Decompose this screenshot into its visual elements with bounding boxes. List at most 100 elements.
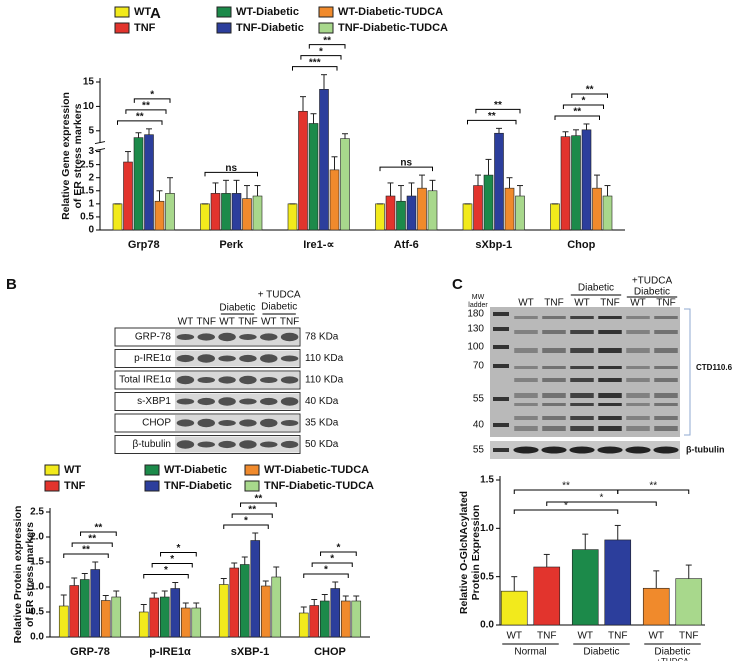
blot-band [654,316,678,319]
mw-marker: 70 [473,361,485,372]
blot-band [626,330,650,334]
bar [500,590,528,626]
lane-label: WT [518,298,534,309]
significance-bracket [617,489,690,494]
x-tick-label: GRP-78 [70,646,110,658]
bar [111,596,122,638]
blot-band [626,393,650,398]
y-tick-label: 2.5 [30,507,44,518]
significance-bracket [143,574,189,579]
ladder-band [493,312,509,316]
blot-band [570,393,594,398]
blot-strip [175,329,299,345]
bar [159,596,170,638]
row-label: β-tubulin [132,439,171,450]
blot-band [514,348,538,353]
bar [427,190,438,231]
ladder-band [493,397,509,401]
legend-swatch [244,480,260,492]
ladder-band [493,345,509,349]
bar [571,549,599,626]
significance-label: ** [494,100,502,111]
x-tick-label: WT [506,631,522,642]
significance-label: * [600,493,604,504]
significance-label: ** [573,107,581,118]
significance-bracket [160,552,197,557]
axis-break-mark [94,141,106,145]
significance-label: * [564,501,568,512]
ladder-band [493,448,509,452]
blot-band [542,378,566,382]
y-axis-label: Relative O-GlcNAcylated [458,491,470,614]
significance-label: * [176,543,180,554]
bar [319,600,330,638]
significance-bracket [467,119,517,125]
y-tick-label: 10 [83,101,95,112]
y-axis-label: Relative Protein expression [12,506,24,644]
significance-label: * [150,89,154,100]
bar [260,585,271,638]
bar [100,600,111,638]
y-tick-label: 0.5 [80,212,94,223]
blot-band [514,426,538,431]
blot-band [570,378,594,382]
bar [504,187,515,231]
y-tick-label: 1.0 [30,582,44,593]
blot-band [176,334,195,340]
y-tick-label: 1.5 [480,475,494,486]
significance-label: ns [225,163,237,174]
significance-bracket [125,109,167,114]
blot-band [176,354,195,363]
bar [165,193,175,231]
blot-band [542,330,566,334]
blot-band [280,332,299,342]
y-tick-label: 0.5 [30,607,44,618]
bar [560,136,571,231]
bar [90,569,101,638]
row-label: Total IRE1α [119,375,171,386]
bar [271,576,282,638]
bar [308,123,319,231]
group-label: +TUDCA [656,657,689,661]
legend-swatch [144,464,160,476]
blot-band [239,354,257,363]
significance-bracket [320,551,357,556]
blot-band [570,426,594,431]
y-tick-label: 1.0 [480,523,494,534]
significance-bracket [303,573,349,578]
legend-label: WT-Diabetic-TUDCA [338,6,443,18]
x-tick-label: Ire1-∝ [303,239,334,251]
bar [191,607,202,638]
blot-band [625,446,651,454]
bar [385,195,396,231]
blot-band [197,441,215,448]
blot-band [514,330,538,334]
legend-swatch [216,22,232,34]
legend-label: TNF-Diabetic-TUDCA [264,480,374,492]
blot-band [570,366,594,369]
blot-strip [175,372,299,388]
legend-label: WT [134,6,151,18]
y-tick-label: 3 [88,146,94,157]
lane-label: WT [178,317,194,328]
blot-band [570,416,594,420]
blot-band [176,398,195,405]
significance-label: ** [562,481,570,492]
blot-band [218,397,236,406]
bar [483,174,494,231]
bar [112,203,123,231]
group-header: + TUDCA [258,290,301,301]
bar [340,600,351,638]
y-tick-label: 1.5 [80,185,94,196]
row-size: 40 KDa [305,396,339,407]
x-tick-label: Atf-6 [394,239,419,251]
legend-label: TNF-Diabetic-TUDCA [338,22,448,34]
bar [250,540,261,638]
blot-band [626,366,650,369]
significance-bracket [562,104,604,109]
blot-band [654,426,678,431]
significance-bracket [554,115,600,120]
legend-label: WT-Diabetic [236,6,299,18]
significance-bracket [223,524,269,529]
